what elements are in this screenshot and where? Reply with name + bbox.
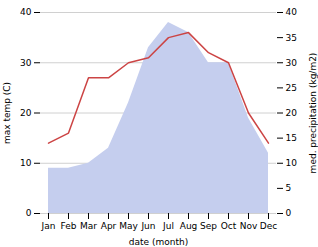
svg-text:10: 10 — [20, 158, 32, 168]
svg-text:40: 40 — [20, 7, 32, 17]
svg-text:30: 30 — [20, 58, 32, 68]
svg-text:Jan: Jan — [41, 221, 56, 231]
svg-text:Oct: Oct — [221, 221, 237, 231]
svg-text:10: 10 — [286, 158, 298, 168]
svg-text:25: 25 — [286, 83, 297, 93]
svg-text:date (month): date (month) — [129, 237, 188, 247]
svg-text:Nov: Nov — [240, 221, 258, 231]
svg-text:Jun: Jun — [140, 221, 155, 231]
svg-text:Jul: Jul — [162, 221, 174, 231]
svg-text:35: 35 — [286, 33, 297, 43]
svg-text:0: 0 — [286, 208, 292, 218]
svg-text:Dec: Dec — [260, 221, 277, 231]
svg-text:May: May — [119, 221, 138, 231]
svg-text:Mar: Mar — [80, 221, 97, 231]
svg-text:Aug: Aug — [180, 221, 198, 231]
svg-text:max temp (C): max temp (C) — [2, 82, 12, 144]
svg-text:5: 5 — [286, 183, 292, 193]
svg-text:30: 30 — [286, 58, 298, 68]
svg-text:40: 40 — [286, 7, 298, 17]
svg-text:20: 20 — [20, 108, 32, 118]
svg-text:med. precipitation (kg/m2): med. precipitation (kg/m2) — [308, 53, 318, 174]
svg-text:20: 20 — [286, 108, 298, 118]
svg-text:0: 0 — [26, 208, 32, 218]
svg-text:15: 15 — [286, 133, 297, 143]
svg-text:Apr: Apr — [101, 221, 117, 231]
svg-text:Sep: Sep — [200, 221, 217, 231]
svg-text:Feb: Feb — [61, 221, 77, 231]
